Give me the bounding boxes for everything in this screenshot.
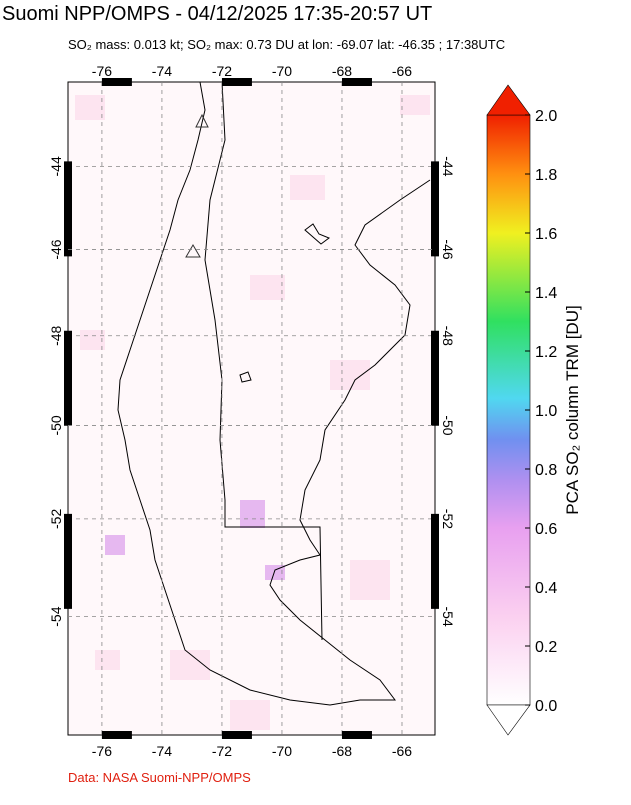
colorbar-tick-label: 0.8 [535,462,557,479]
colorbar-tick-label: 0.4 [535,580,557,597]
y-tick-label: -50 [48,415,64,435]
y-tick-label: -48 [440,326,456,346]
x-tick-label: -74 [152,63,172,79]
x-tick-label: -76 [92,743,112,759]
map-background [68,82,435,735]
x-tick-label: -76 [92,63,112,79]
x-tick-label: -66 [392,743,412,759]
y-tick-label: -54 [48,606,64,626]
volcano-markers [185,113,209,258]
y-tick-label: -44 [48,156,64,176]
x-tick-label: -68 [332,63,352,79]
colorbar-tick-label: 2.0 [535,108,557,125]
colorbar-label: PCA SO₂ column TRM [DU] [563,305,582,514]
y-tick-label: -48 [48,325,64,345]
x-tick-label: -68 [332,743,352,759]
colorbar-tick-label: 0.0 [535,698,557,715]
colorbar-tick-label: 0.6 [535,521,557,538]
y-tick-label: -46 [48,239,64,259]
x-tick-label: -74 [152,743,172,759]
y-tick-label: -52 [440,509,456,529]
y-tick-label: -50 [440,415,456,435]
colorbar-tick-label: 0.2 [535,639,557,656]
so2-patches-strong [105,500,285,580]
colorbar-tick-label: 1.2 [535,344,557,361]
colorbar-tick-label: 1.4 [535,285,557,302]
y-tick-label: -44 [440,156,456,176]
x-tick-label: -72 [212,63,232,79]
y-tick-label: -54 [440,607,456,627]
colorbar [486,114,531,706]
x-tick-label: -70 [272,743,292,759]
colorbar-extend-top [486,84,531,116]
y-tick-label: -46 [440,239,456,259]
lakes [239,223,331,383]
x-tick-label: -72 [212,743,232,759]
coastline [117,82,431,706]
x-tick-label: -66 [392,63,412,79]
credit: Data: NASA Suomi-NPP/OMPS [68,770,251,785]
subtitle: SO₂ mass: 0.013 kt; SO₂ max: 0.73 DU at … [68,37,505,52]
x-tick-label: -70 [272,63,292,79]
colorbar-extend-bottom [486,704,531,736]
colorbar-tick-label: 1.8 [535,167,557,184]
map-area [68,82,435,735]
y-tick-label: -52 [48,509,64,529]
colorbar-tick-label: 1.6 [535,226,557,243]
so2-patches [75,95,430,730]
title: Suomi NPP/OMPS - 04/12/2025 17:35-20:57 … [2,3,432,25]
colorbar-tick-label: 1.0 [535,403,557,420]
